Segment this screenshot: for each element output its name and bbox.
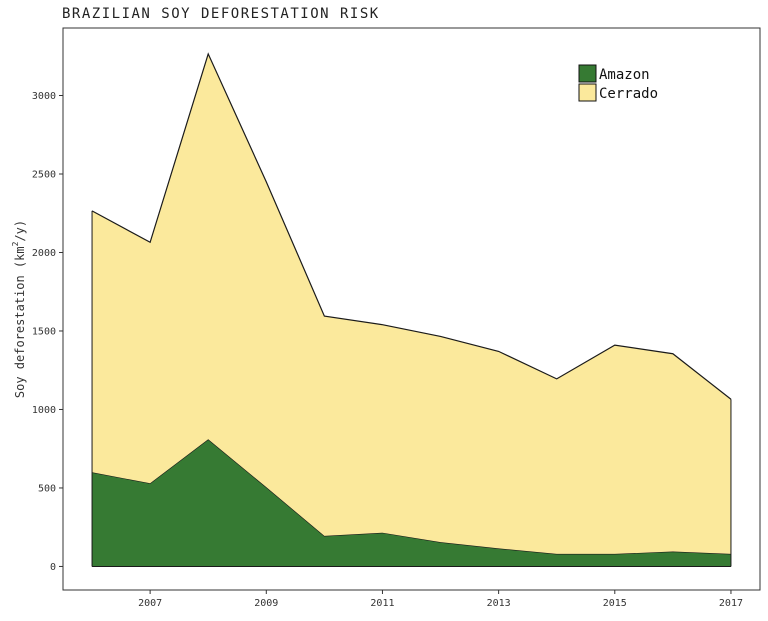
legend-label-amazon: Amazon bbox=[599, 67, 650, 83]
x-axis: 2007 2009 2011 2013 2015 2017 bbox=[138, 590, 743, 609]
x-tick-label: 2017 bbox=[719, 598, 743, 609]
y-tick-label: 500 bbox=[38, 483, 56, 494]
y-tick-label: 3000 bbox=[32, 91, 56, 102]
y-tick-label: 2500 bbox=[32, 169, 56, 180]
y-tick-label: 0 bbox=[50, 562, 56, 573]
x-tick-label: 2011 bbox=[370, 598, 394, 609]
legend-swatch-amazon bbox=[578, 64, 597, 83]
x-tick-label: 2015 bbox=[603, 598, 627, 609]
y-axis: 0 500 1000 1500 2000 2500 3000 bbox=[32, 91, 63, 573]
areas-layer bbox=[91, 52, 732, 567]
y-axis-label: Soy deforestation (km2/y) bbox=[11, 220, 27, 398]
y-axis-label-end: /y) bbox=[13, 220, 27, 242]
y-tick-label: 1000 bbox=[32, 405, 56, 416]
legend-swatch-cerrado bbox=[578, 83, 597, 102]
y-axis-label-text: Soy deforestation (km bbox=[13, 246, 27, 398]
y-tick-label: 1500 bbox=[32, 326, 56, 337]
area-amazon bbox=[92, 439, 731, 567]
area-cerrado bbox=[92, 53, 731, 554]
x-tick-label: 2009 bbox=[254, 598, 278, 609]
area-outline-cerrado bbox=[91, 52, 732, 400]
chart-title: BRAZILIAN SOY DEFORESTATION RISK bbox=[62, 6, 380, 22]
legend: Amazon Cerrado bbox=[578, 64, 658, 102]
legend-label-cerrado: Cerrado bbox=[599, 86, 658, 102]
x-tick-label: 2013 bbox=[487, 598, 511, 609]
y-axis-label-superscript: 2 bbox=[11, 241, 20, 246]
y-tick-label: 2000 bbox=[32, 248, 56, 259]
x-tick-label: 2007 bbox=[138, 598, 162, 609]
